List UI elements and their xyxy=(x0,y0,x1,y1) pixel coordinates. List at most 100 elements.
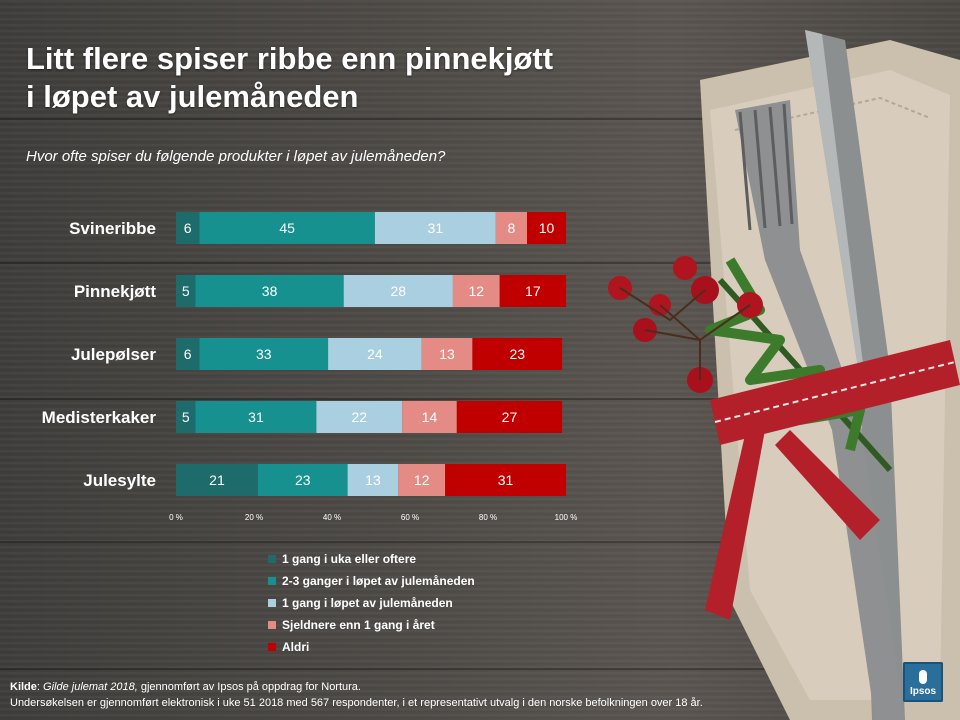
bar-value-label: 12 xyxy=(469,283,485,299)
bar-segment xyxy=(398,464,446,496)
bar-value-label: 10 xyxy=(539,220,555,236)
legend-item: 2-3 ganger i løpet av julemåneden xyxy=(268,570,475,592)
bar-segment xyxy=(176,401,196,433)
bar-segment xyxy=(402,401,457,433)
category-label: Pinnekjøtt xyxy=(74,282,157,301)
source-label: Kilde xyxy=(10,681,37,693)
chart-title: Litt flere spiser ribbe enn pinnekjøtt i… xyxy=(26,40,626,116)
x-axis-ticks: 0 % 20 % 40 % 60 % 80 % 100 % xyxy=(169,513,577,522)
fork xyxy=(735,100,905,720)
category-labels: Svineribbe Pinnekjøtt Julepølser Medisterka… xyxy=(42,219,157,490)
bar-segment xyxy=(199,338,329,370)
bar-segment xyxy=(257,464,348,496)
bar-value-label: 28 xyxy=(391,283,407,299)
bar-segment xyxy=(316,401,403,433)
bar-value-label: 12 xyxy=(414,472,430,488)
bar-value-label: 23 xyxy=(509,346,525,362)
x-tick-label: 60 % xyxy=(401,513,419,522)
x-tick-label: 100 % xyxy=(555,513,578,522)
stacked-bar-chart: 6 45 31 8 10 5 38 28 12 17 6 33 24 13 23 5 31 22 14 27 21 23 1… xyxy=(42,212,577,522)
bar-segment xyxy=(421,338,473,370)
x-tick-label: 40 % xyxy=(323,513,341,522)
bar-value-label: 21 xyxy=(209,472,225,488)
legend-item: 1 gang i uka eller oftere xyxy=(268,548,475,570)
source-text: gjennomført av Ipsos på oppdrag for Nort… xyxy=(137,681,361,693)
bar-value-label: 17 xyxy=(525,283,541,299)
ribbon-tail-right xyxy=(775,430,880,540)
bar-segment xyxy=(456,401,563,433)
logo-mark xyxy=(919,670,927,684)
bar-value-label: 31 xyxy=(498,472,514,488)
source-title: Gilde julemat 2018, xyxy=(43,681,138,693)
legend-label: 2-3 ganger i løpet av julemåneden xyxy=(282,574,475,588)
bar-value-label: 27 xyxy=(502,409,518,425)
ribbon-stitch xyxy=(714,361,956,423)
plank-seam xyxy=(0,541,960,543)
bar-value-label: 6 xyxy=(184,346,192,362)
footer-method-line: Undersøkelsen er gjennomført elektronisk… xyxy=(10,697,703,709)
bar-value-label: 22 xyxy=(352,409,368,425)
bar-value-label: 5 xyxy=(182,409,190,425)
category-label: Svineribbe xyxy=(69,219,156,238)
bar-segment xyxy=(495,212,527,244)
bar-value-label: 45 xyxy=(279,220,295,236)
bar-segment xyxy=(195,275,344,307)
bar-segment xyxy=(176,338,200,370)
ribbon-tail-left xyxy=(705,430,765,620)
footer-source-line: Kilde: Gilde julemat 2018, gjennomført a… xyxy=(10,681,361,693)
plank-seam xyxy=(0,118,960,120)
bar-segment xyxy=(499,275,566,307)
legend-swatch xyxy=(268,621,276,629)
bar-value-label: 13 xyxy=(439,346,455,362)
bar-segment xyxy=(176,212,200,244)
legend-swatch xyxy=(268,555,276,563)
bar-value-label: 5 xyxy=(182,283,190,299)
legend-item: Sjeldnere enn 1 gang i året xyxy=(268,614,475,636)
chart-legend: 1 gang i uka eller oftere 2-3 ganger i lø… xyxy=(268,548,475,658)
bar-value-label: 8 xyxy=(508,220,516,236)
knife-edge xyxy=(805,30,865,380)
bar-segment xyxy=(195,401,317,433)
bar-value-label: 6 xyxy=(184,220,192,236)
title-line-2: i løpet av julemåneden xyxy=(26,79,359,114)
bar-segment xyxy=(452,275,500,307)
bar-segment xyxy=(176,275,196,307)
legend-swatch xyxy=(268,599,276,607)
bar-segment xyxy=(527,212,566,244)
table-setting-illustration xyxy=(608,30,960,720)
x-tick-label: 0 % xyxy=(169,513,183,522)
footer: Kilde: Gilde julemat 2018, gjennomført a… xyxy=(10,679,890,711)
berry-stems xyxy=(619,287,751,380)
bar-value-label: 13 xyxy=(365,472,381,488)
fork-tines xyxy=(738,103,794,231)
legend-label: Sjeldnere enn 1 gang i året xyxy=(282,618,435,632)
bar-value-label: 38 xyxy=(262,283,278,299)
knife xyxy=(805,30,905,720)
legend-label: 1 gang i løpet av julemåneden xyxy=(282,596,453,610)
berry xyxy=(673,256,697,280)
legend-label: 1 gang i uka eller oftere xyxy=(282,552,417,566)
bar-segment xyxy=(343,275,453,307)
bars-group: 6 45 31 8 10 5 38 28 12 17 6 33 24 13 23 5 31 22 14 27 21 23 1… xyxy=(176,212,566,496)
title-line-1: Litt flere spiser ribbe enn pinnekjøtt xyxy=(26,41,554,76)
bar-segment xyxy=(472,338,563,370)
legend-swatch xyxy=(268,577,276,585)
category-label: Julepølser xyxy=(71,345,156,364)
logo-text: Ipsos xyxy=(909,686,937,697)
category-label: Julesylte xyxy=(83,471,156,490)
plank-seam xyxy=(0,398,960,400)
bar-segment xyxy=(176,464,258,496)
plank-seam xyxy=(0,668,960,670)
bar-segment xyxy=(199,212,375,244)
bar-value-label: 31 xyxy=(428,220,444,236)
plank-seam xyxy=(0,262,960,264)
bar-segment xyxy=(374,212,496,244)
legend-swatch xyxy=(268,643,276,651)
x-tick-label: 20 % xyxy=(245,513,263,522)
category-label: Medisterkaker xyxy=(42,408,157,427)
legend-item: 1 gang i løpet av julemåneden xyxy=(268,592,475,614)
bar-value-label: 24 xyxy=(367,346,383,362)
bar-value-label: 23 xyxy=(295,472,311,488)
bar-segment xyxy=(328,338,422,370)
bar-segment xyxy=(445,464,566,496)
